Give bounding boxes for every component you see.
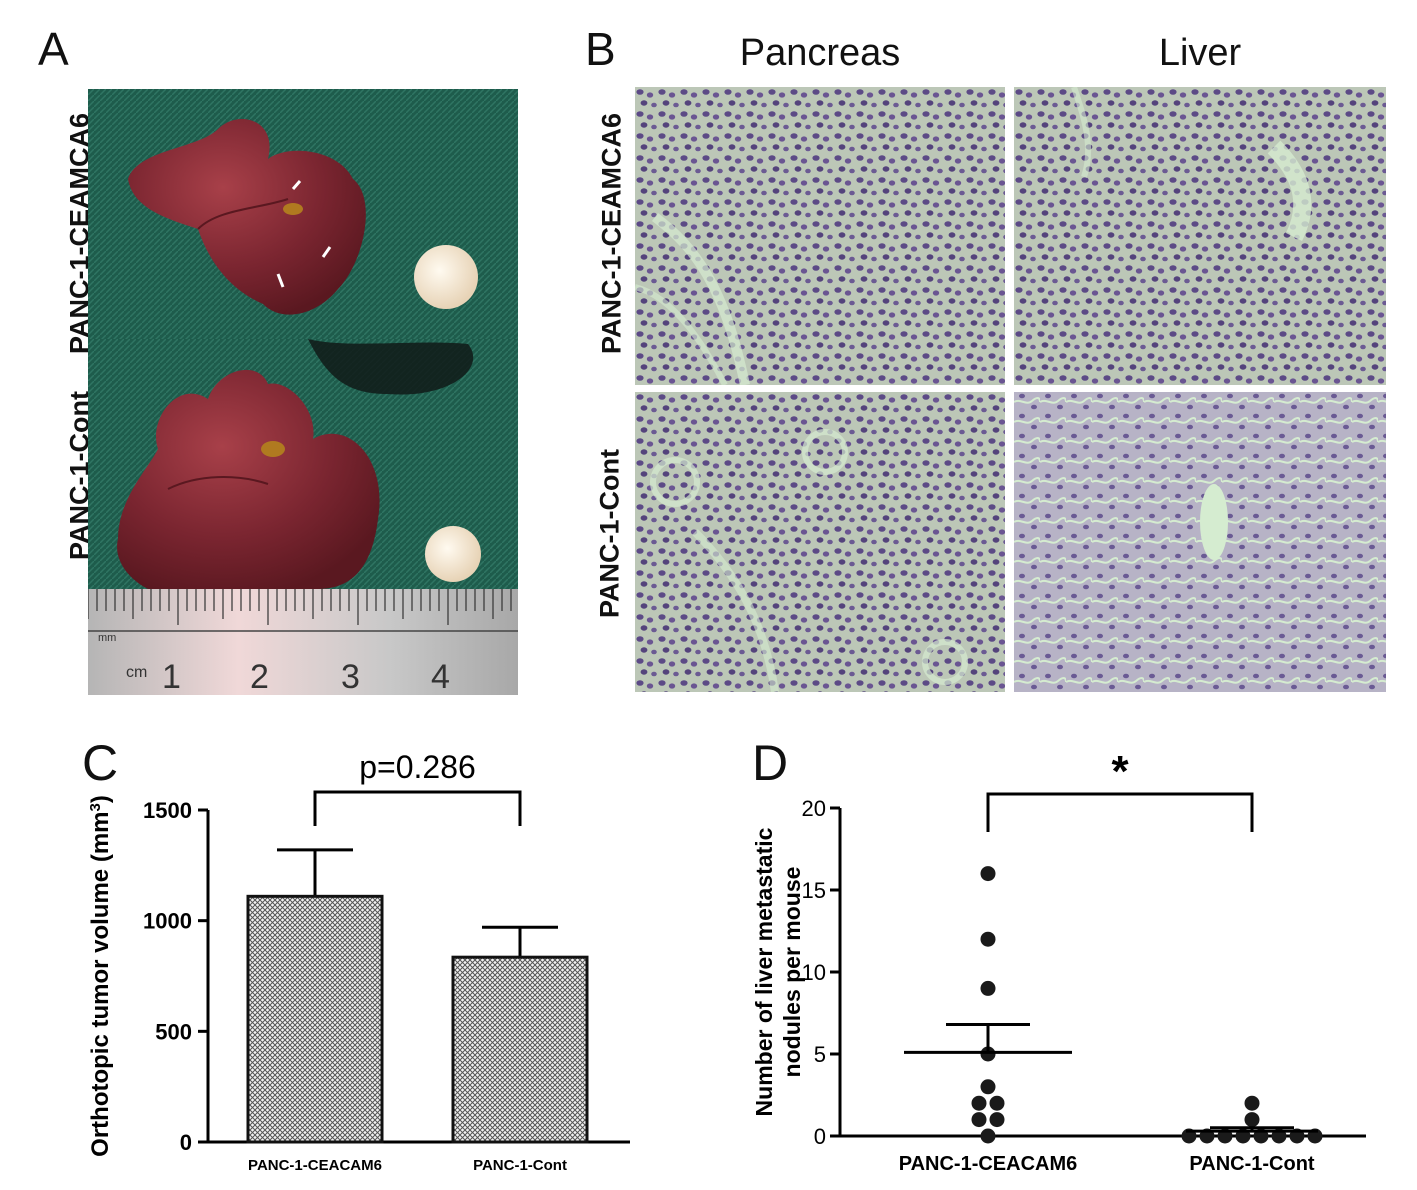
ruler-unit-cm: cm bbox=[126, 664, 147, 681]
ruler-number-3: 3 bbox=[341, 658, 360, 695]
photo-organs-ceacam6 bbox=[88, 89, 518, 339]
column-title-pancreas: Pancreas bbox=[739, 32, 901, 74]
panel-d-letter: D bbox=[752, 735, 789, 791]
panel-b-letter: B bbox=[585, 23, 616, 75]
data-point bbox=[1244, 1095, 1260, 1111]
data-point bbox=[980, 1079, 996, 1095]
data-point bbox=[989, 1095, 1005, 1111]
y-tick-label: 10 bbox=[802, 960, 826, 985]
y-tick-label: 1000 bbox=[143, 909, 192, 934]
x-category-label: PANC-1-Cont bbox=[473, 1157, 567, 1174]
data-point bbox=[980, 931, 996, 947]
panel-c-letter: C bbox=[82, 735, 119, 791]
p-value-annotation: p=0.286 bbox=[359, 749, 476, 785]
histology-liver-control bbox=[1014, 392, 1386, 692]
y-tick-label: 1500 bbox=[143, 798, 192, 823]
y-axis-label-superscript: 3 bbox=[87, 803, 104, 811]
data-point bbox=[971, 1095, 987, 1111]
x-category-label: PANC-1-Cont bbox=[1189, 1153, 1315, 1175]
data-point bbox=[980, 866, 996, 882]
photo-organs-control bbox=[88, 339, 518, 589]
panel-b-row-label-2: PANC-1-Cont bbox=[594, 449, 625, 618]
y-axis-label-line2: nodules per mouse bbox=[779, 867, 805, 1078]
y-tick-label: 15 bbox=[802, 878, 826, 903]
chart-c-tumor-volume: 0 500 1000 1500 PANC-1-CEACAM6 PANC-1-Cont p=0… bbox=[87, 749, 630, 1174]
y-axis-label-close: ) bbox=[87, 795, 114, 803]
column-title-liver: Liver bbox=[1158, 32, 1242, 74]
bar bbox=[451, 955, 589, 1144]
bar bbox=[246, 894, 384, 1144]
y-axis-label: Orthotopic tumor volume (mm3) bbox=[87, 795, 115, 1157]
y-tick-label: 500 bbox=[155, 1019, 192, 1044]
ruler-number-4: 4 bbox=[431, 658, 450, 695]
ruler-unit-mm: mm bbox=[98, 632, 116, 644]
data-point bbox=[980, 1046, 996, 1062]
ruler-ticks bbox=[88, 589, 512, 625]
y-tick-label: 0 bbox=[180, 1130, 192, 1155]
significance-bracket bbox=[313, 790, 522, 826]
panel-b-row-label-1: PANC-1-CEAMCA6 bbox=[596, 113, 627, 355]
x-category-label: PANC-1-CEACAM6 bbox=[899, 1153, 1078, 1175]
significance-bracket bbox=[986, 792, 1254, 832]
y-tick-label: 5 bbox=[814, 1042, 826, 1067]
y-axis-label-line1: Number of liver metastatic bbox=[751, 827, 777, 1116]
histology-liver-ceacam6 bbox=[1014, 87, 1386, 385]
y-axis-label-text: Orthotopic tumor volume (mm bbox=[87, 812, 114, 1157]
data-point bbox=[980, 1128, 996, 1144]
panel-a-letter: A bbox=[38, 23, 69, 75]
y-tick-label: 0 bbox=[814, 1124, 826, 1149]
ruler-number-1: 1 bbox=[162, 658, 181, 695]
chart-d-metastatic-nodules: 0 5 10 15 20 PANC-1-CEACAM6 PANC-1-Cont * Number… bbox=[751, 747, 1366, 1175]
data-point bbox=[971, 1112, 987, 1128]
data-point bbox=[980, 980, 996, 996]
photo-ruler: mm cm 1 2 3 4 bbox=[88, 589, 518, 695]
histology-pancreas-control bbox=[635, 392, 1005, 692]
data-point bbox=[1244, 1112, 1260, 1128]
y-tick-label: 20 bbox=[802, 796, 826, 821]
ruler-number-2: 2 bbox=[250, 658, 269, 695]
x-category-label: PANC-1-CEACAM6 bbox=[248, 1157, 382, 1174]
data-point bbox=[989, 1112, 1005, 1128]
significance-star: * bbox=[1111, 747, 1129, 796]
histology-pancreas-ceacam6 bbox=[635, 87, 1005, 385]
